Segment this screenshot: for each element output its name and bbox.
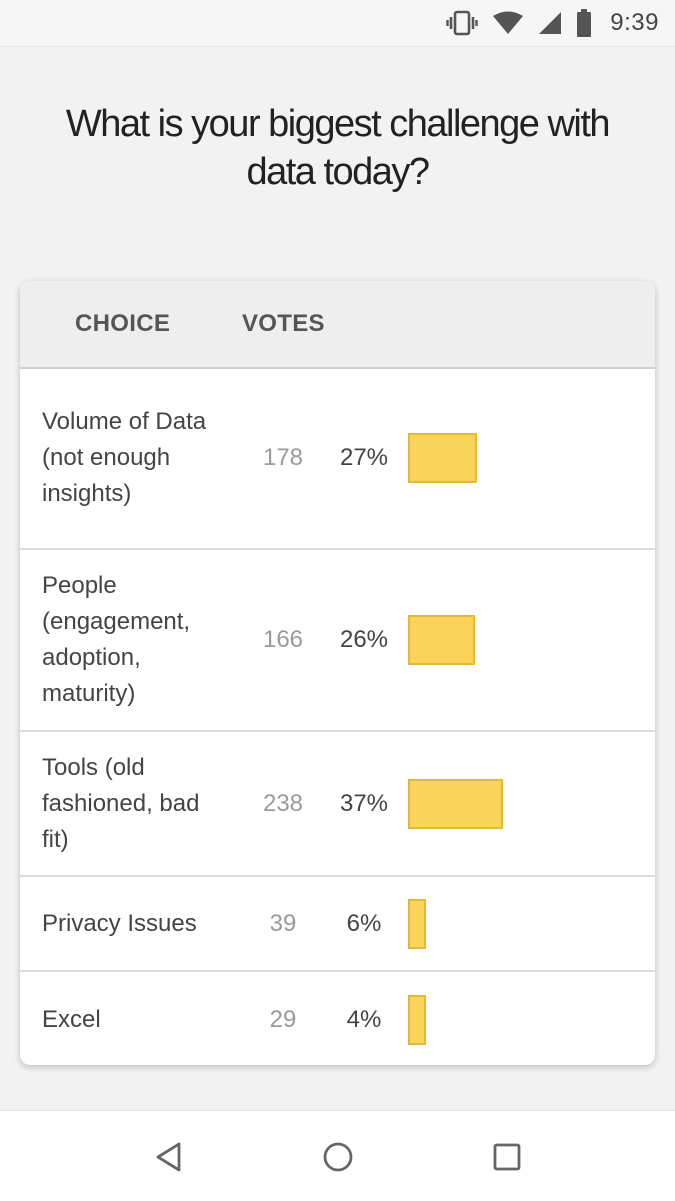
table-row: Privacy Issues 39 6%: [20, 877, 655, 972]
status-bar: 9:39: [0, 0, 675, 47]
vibrate-icon: [446, 10, 478, 36]
table-row: Excel 29 4%: [20, 972, 655, 1065]
choice-label: Volume of Data (not enough insights): [42, 408, 207, 507]
back-button[interactable]: [152, 1139, 188, 1175]
choice-label: People (engagement, adoption, maturity): [42, 572, 191, 707]
vote-bar: [408, 778, 503, 829]
system-nav-bar: [0, 1110, 675, 1201]
vote-percent: 37%: [339, 789, 389, 817]
results-table-body: Volume of Data (not enough insights) 178…: [20, 368, 655, 1065]
back-icon: [156, 1142, 181, 1172]
choice-column-header: CHOICE: [75, 310, 171, 337]
table-row: Volume of Data (not enough insights) 178…: [20, 368, 655, 550]
cellular-signal-icon: [538, 11, 562, 35]
poll-question: What is your biggest challenge with data…: [65, 103, 611, 193]
choice-label: Tools (old fashioned, bad fit): [42, 753, 200, 853]
wifi-icon: [492, 11, 524, 35]
home-button[interactable]: [320, 1139, 356, 1175]
vote-count: 29: [269, 1005, 297, 1033]
status-icons: 9:39: [446, 8, 659, 38]
recents-button[interactable]: [489, 1139, 525, 1175]
vote-bar: [408, 615, 475, 665]
home-icon: [323, 1142, 353, 1172]
status-clock: 9:39: [610, 9, 659, 36]
results-table-header: CHOICE VOTES: [20, 281, 655, 369]
choice-label: Excel: [42, 1005, 101, 1033]
votes-column-header: VOTES: [242, 310, 325, 337]
vote-percent: 4%: [346, 1005, 382, 1033]
vote-bar: [408, 994, 426, 1045]
poll-results-card: CHOICE VOTES Volume of Data (not enough …: [20, 281, 655, 1065]
vote-count: 238: [262, 789, 304, 817]
recents-icon: [493, 1143, 521, 1171]
battery-icon: [576, 9, 592, 37]
vote-percent: 26%: [339, 626, 389, 653]
vote-count: 39: [269, 909, 297, 937]
table-row: Tools (old fashioned, bad fit) 238 37%: [20, 732, 655, 877]
vote-count: 166: [262, 626, 304, 653]
table-row: People (engagement, adoption, maturity) …: [20, 550, 655, 732]
vote-percent: 6%: [346, 909, 382, 937]
vote-count: 178: [262, 444, 304, 471]
choice-label: Privacy Issues: [42, 909, 197, 937]
vote-bar: [408, 433, 477, 483]
vote-bar: [408, 898, 426, 949]
vote-percent: 27%: [339, 444, 389, 471]
